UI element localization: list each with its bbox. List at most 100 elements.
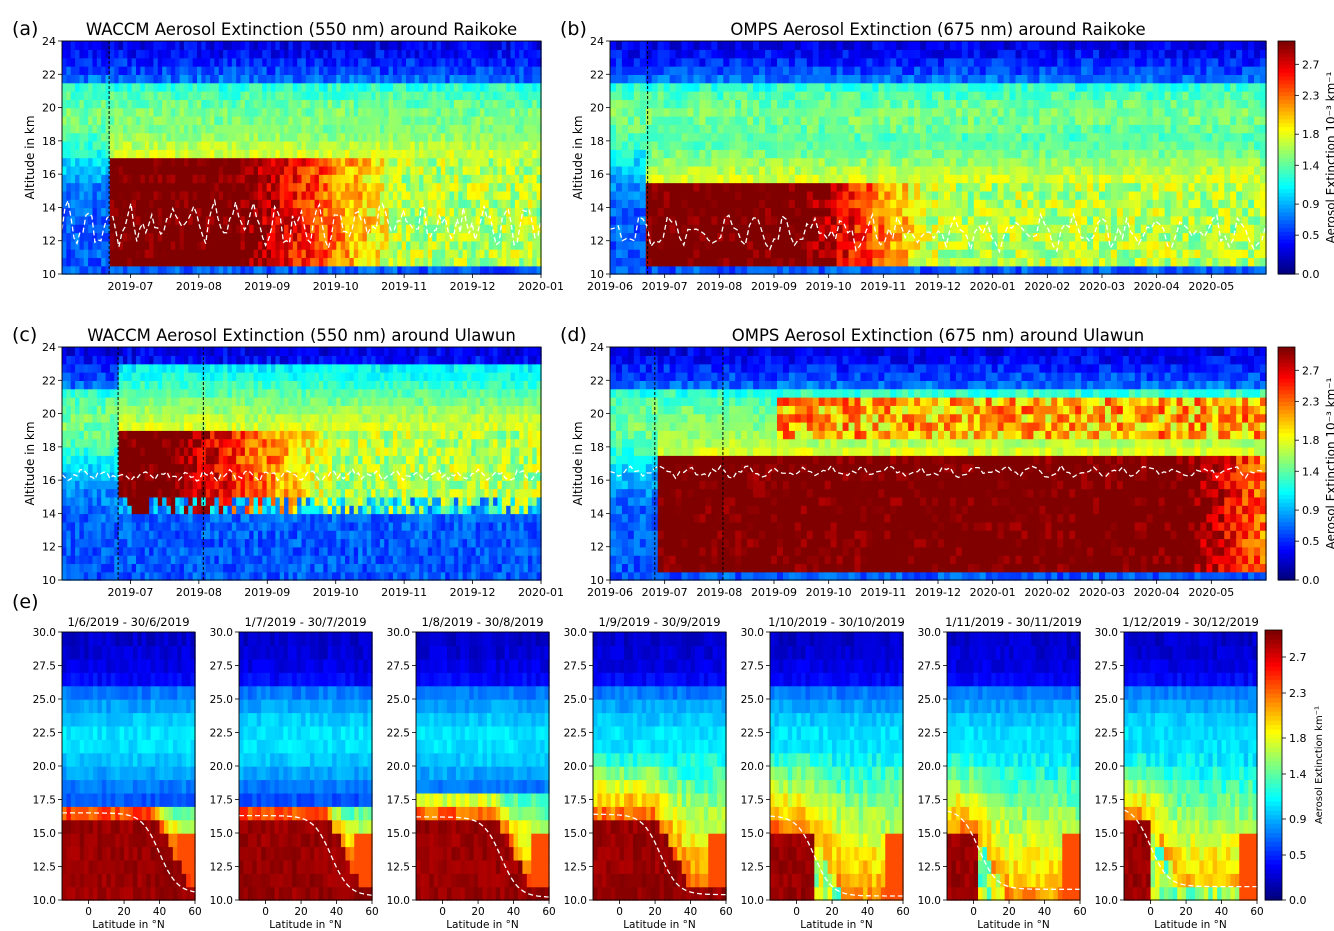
heatmap-cell [445, 265, 451, 275]
heatmap-cell [830, 107, 838, 117]
heatmap-cell [327, 190, 333, 200]
heatmap-cell [292, 107, 298, 117]
heatmap-cell [101, 115, 107, 125]
heatmap-cell [223, 190, 229, 200]
heatmap-cell [162, 41, 168, 51]
heatmap-cell [406, 249, 412, 259]
heatmap-cell [301, 107, 307, 117]
heatmap-cell [388, 174, 394, 184]
heatmap-cell [440, 140, 446, 150]
heatmap-cell [384, 65, 390, 75]
heatmap-cell [610, 90, 617, 100]
heatmap-cell [501, 190, 507, 200]
heatmap-cell [462, 132, 468, 142]
heatmap-cell [519, 132, 525, 142]
heatmap-cell [279, 182, 285, 192]
heatmap-cell [301, 157, 307, 167]
heatmap-cell [323, 41, 329, 51]
heatmap-cell [854, 149, 862, 159]
heatmap-cell [860, 149, 868, 159]
heatmap-cell [345, 249, 351, 259]
heatmap-cell [890, 182, 897, 192]
heatmap-cell [88, 240, 94, 250]
heatmap-cell [488, 124, 494, 134]
heatmap-cell [806, 124, 814, 134]
heatmap-cell [788, 82, 796, 92]
heatmap-cell [170, 257, 176, 267]
heatmap-cell [292, 190, 298, 200]
heatmap-cell [397, 107, 403, 117]
heatmap-cell [349, 107, 355, 117]
heatmap-cell [336, 82, 342, 92]
heatmap-cell [262, 140, 268, 150]
heatmap-cell [675, 215, 683, 225]
heatmap-cell [705, 182, 713, 192]
heatmap-cell [854, 174, 862, 184]
heatmap-cell [532, 190, 538, 200]
heatmap-cell [633, 157, 641, 167]
heatmap-cell [771, 74, 778, 84]
heatmap-cell [175, 215, 181, 225]
heatmap-cell [943, 82, 951, 92]
heatmap-cell [310, 140, 316, 150]
heatmap-cell [149, 174, 155, 184]
heatmap-cell [136, 124, 142, 134]
heatmap-cell [711, 115, 719, 125]
heatmap-cell [938, 257, 945, 267]
heatmap-cell [657, 165, 665, 175]
heatmap-cell [836, 115, 844, 125]
heatmap-cell [943, 215, 951, 225]
heatmap-cell [384, 249, 390, 259]
heatmap-cell [759, 240, 766, 250]
heatmap-cell [475, 57, 481, 67]
heatmap-cell [375, 140, 381, 150]
heatmap-cell [527, 207, 533, 217]
heatmap-cell [741, 265, 748, 275]
heatmap-cell [218, 215, 224, 225]
heatmap-cell [188, 257, 194, 267]
heatmap-cell [240, 82, 246, 92]
heatmap-cell [651, 232, 659, 242]
heatmap-cell [532, 65, 538, 75]
heatmap-cell [432, 115, 438, 125]
heatmap-cell [519, 199, 525, 209]
heatmap-cell [991, 65, 999, 75]
heatmap-cell [153, 124, 159, 134]
heatmap-cell [188, 165, 194, 175]
heatmap-cell [943, 107, 951, 117]
heatmap-cell [406, 224, 412, 234]
heatmap-cell [759, 249, 766, 259]
heatmap-cell [878, 257, 886, 267]
heatmap-cell [985, 41, 993, 51]
heatmap-cell [196, 265, 203, 275]
heatmap-cell [388, 249, 394, 259]
heatmap-cell [788, 90, 796, 100]
heatmap-cell [266, 182, 272, 192]
heatmap-cell [527, 41, 533, 51]
heatmap-cell [279, 49, 285, 59]
heatmap-cell [818, 199, 826, 209]
heatmap-cell [806, 41, 814, 51]
heatmap-cell [961, 149, 969, 159]
heatmap-cell [902, 149, 909, 159]
heatmap-cell [331, 124, 338, 134]
heatmap-cell [610, 249, 617, 259]
heatmap-cell [305, 65, 311, 75]
heatmap-cell [166, 107, 172, 117]
heatmap-cell [639, 107, 647, 117]
heatmap-cell [519, 82, 525, 92]
heatmap-cell [179, 207, 185, 217]
heatmap-cell [292, 257, 298, 267]
heatmap-cell [240, 132, 246, 142]
heatmap-cell [997, 65, 1005, 75]
heatmap-cell [824, 265, 832, 275]
heatmap-cell [510, 132, 516, 142]
heatmap-cell [349, 132, 355, 142]
heatmap-cell [890, 199, 897, 209]
heatmap-cell [890, 240, 897, 250]
heatmap-cell [471, 65, 477, 75]
heatmap-cell [244, 165, 250, 175]
heatmap-cell [331, 224, 338, 234]
heatmap-cell [153, 265, 159, 275]
heatmap-cell [231, 249, 237, 259]
